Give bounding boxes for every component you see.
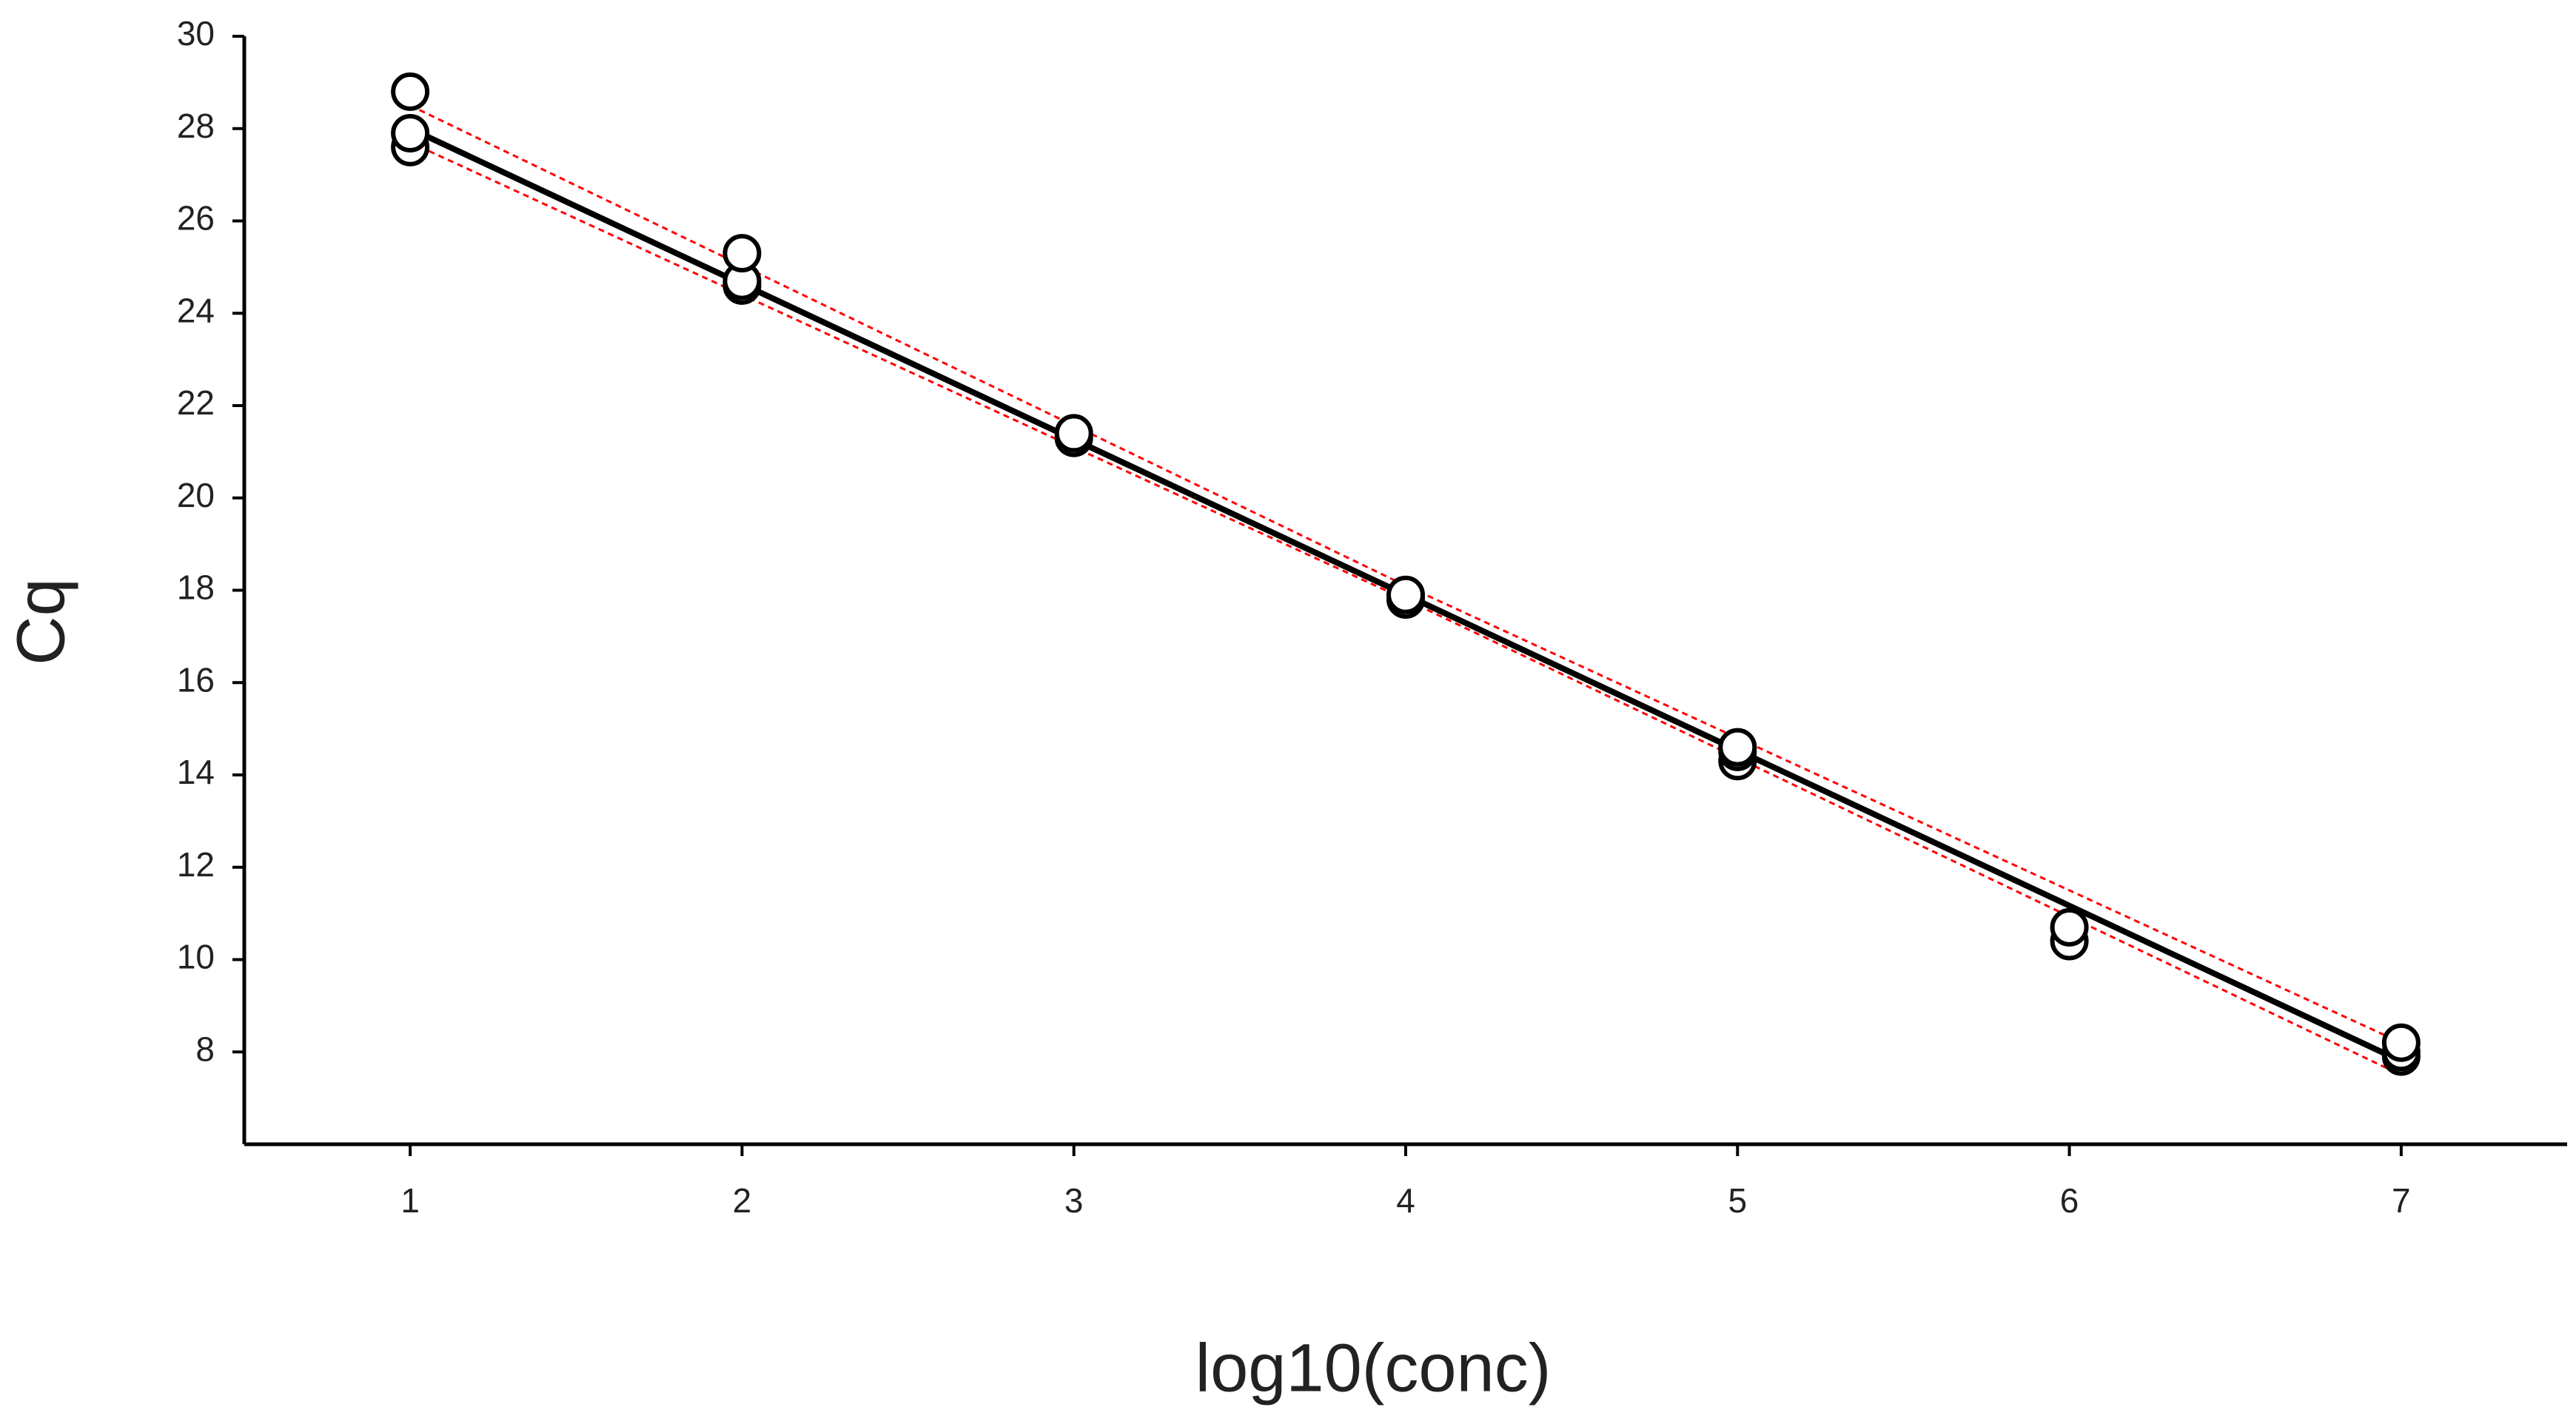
- x-tick-label: 2: [733, 1181, 752, 1220]
- x-tick-label: 4: [1396, 1181, 1415, 1220]
- point: [2381, 1023, 2421, 1062]
- x-tick-label: 6: [2060, 1181, 2079, 1220]
- x-tick-label: 1: [400, 1181, 420, 1220]
- y-tick-label: 20: [177, 476, 215, 514]
- point: [722, 234, 762, 273]
- y-tick-label: 18: [177, 568, 215, 607]
- y-tick-label: 10: [177, 938, 215, 976]
- x-axis-title: log10(conc): [1195, 1330, 1552, 1406]
- point: [1054, 414, 1093, 453]
- x-tick-label: 5: [1728, 1181, 1747, 1220]
- y-tick-label: 22: [177, 383, 215, 422]
- point: [1718, 728, 1757, 767]
- y-tick-label: 16: [177, 660, 215, 699]
- confidence-band: [409, 104, 2402, 1044]
- y-tick-label: 26: [177, 199, 215, 238]
- y-tick-label: 14: [177, 753, 215, 791]
- y-tick-label: 30: [177, 14, 215, 53]
- y-axis-title: Cq: [3, 578, 78, 665]
- point: [2050, 907, 2089, 947]
- y-tick-label: 28: [177, 107, 215, 145]
- point: [1386, 575, 1425, 614]
- x-tick-label: 7: [2392, 1181, 2411, 1220]
- point: [391, 72, 430, 111]
- y-tick-label: 8: [195, 1030, 215, 1068]
- x-tick-label: 3: [1064, 1181, 1084, 1220]
- y-tick-label: 24: [177, 291, 215, 329]
- y-tick-label: 12: [177, 845, 215, 884]
- point: [391, 113, 430, 152]
